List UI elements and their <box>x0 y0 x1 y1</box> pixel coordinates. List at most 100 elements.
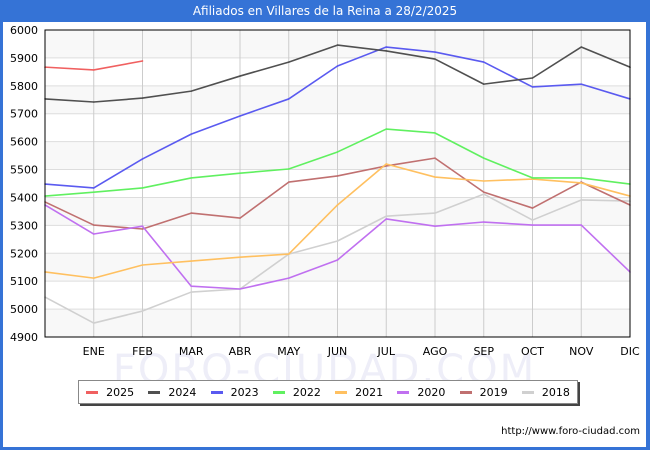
data-point-2022 <box>434 132 436 134</box>
data-point-2023 <box>580 83 583 85</box>
data-point-2018 <box>434 212 436 214</box>
y-tick-label: 5800 <box>10 80 38 93</box>
x-tick-label: NOV <box>569 345 594 358</box>
x-tick-label: JUL <box>377 345 396 358</box>
data-point-2023 <box>287 98 290 100</box>
data-point-2020 <box>531 224 534 226</box>
y-tick-label: 5500 <box>10 164 38 177</box>
y-tick-label: 5100 <box>10 275 38 288</box>
data-point-2021 <box>190 260 193 262</box>
data-point-2019 <box>531 207 534 209</box>
legend: 2025 2024 2023 2022 2021 2020 2019 2018 <box>78 380 578 404</box>
data-point-2024 <box>531 77 534 79</box>
legend-label: 2019 <box>479 385 508 399</box>
data-point-2024 <box>336 44 339 46</box>
chart-title: Afiliados en Villares de la Reina a 28/2… <box>0 0 650 22</box>
data-point-2024 <box>92 101 95 103</box>
data-point-2023 <box>531 86 534 88</box>
legend-swatch <box>521 390 534 394</box>
data-point-2024 <box>482 83 485 85</box>
legend-item-2019: 2019 <box>459 385 508 399</box>
data-point-2022 <box>190 177 193 179</box>
data-point-2020 <box>482 221 485 223</box>
x-tick-label: ABR <box>229 345 252 358</box>
data-point-2022 <box>92 191 95 193</box>
legend-item-2022: 2022 <box>272 385 321 399</box>
data-point-2024 <box>190 90 193 92</box>
data-point-2021 <box>434 176 436 178</box>
legend-label: 2023 <box>230 385 259 399</box>
data-point-2018 <box>190 291 193 293</box>
x-tick-label: SEP <box>473 345 494 358</box>
data-point-2023 <box>239 115 241 117</box>
y-tick-label: 5600 <box>10 136 38 149</box>
chart-canvas: FORO-CIUDAD.COM 4900 5000 5100 5200 5300 5400… <box>3 22 646 447</box>
y-tick-label: 5300 <box>10 219 38 232</box>
x-tick-label: JUN <box>327 345 348 358</box>
x-tick-label: DIC <box>620 345 640 358</box>
data-point-2020 <box>434 225 436 228</box>
data-point-2024 <box>239 75 241 77</box>
x-tick-label: FEB <box>132 345 153 358</box>
data-point-2021 <box>239 256 241 258</box>
data-point-2019 <box>141 228 144 230</box>
data-point-2020 <box>385 218 388 220</box>
data-point-2018 <box>580 199 583 201</box>
y-tick-label: 5700 <box>10 108 38 121</box>
legend-label: 2022 <box>292 385 321 399</box>
data-point-2022 <box>482 157 485 159</box>
legend-swatch <box>86 390 99 394</box>
data-point-2022 <box>239 172 241 174</box>
data-point-2021 <box>336 204 339 206</box>
legend-swatch <box>397 390 410 394</box>
data-point-2022 <box>287 168 290 170</box>
data-point-2020 <box>336 259 339 261</box>
data-point-2020 <box>239 288 241 290</box>
data-point-2019 <box>434 157 436 159</box>
data-point-2024 <box>434 58 436 60</box>
data-point-2019 <box>482 191 485 193</box>
data-point-2020 <box>190 285 193 288</box>
data-point-2018 <box>531 219 534 221</box>
data-point-2018 <box>141 310 144 312</box>
y-tick-label: 5900 <box>10 52 38 65</box>
legend-label: 2024 <box>168 385 197 399</box>
data-point-2023 <box>141 158 144 160</box>
data-point-2021 <box>141 264 144 266</box>
data-point-2021 <box>92 277 95 279</box>
data-point-2022 <box>531 177 534 179</box>
data-point-2024 <box>141 97 144 99</box>
data-point-2024 <box>580 46 583 48</box>
data-point-2019 <box>385 165 388 167</box>
source-link[interactable]: http://www.foro-ciudad.com <box>501 426 640 437</box>
x-tick-label: ENE <box>83 345 105 358</box>
data-point-2024 <box>385 50 388 52</box>
data-point-2023 <box>92 187 95 189</box>
data-point-2023 <box>336 65 339 67</box>
data-point-2021 <box>385 163 388 165</box>
legend-swatch <box>335 390 348 394</box>
data-point-2024 <box>287 61 290 63</box>
data-point-2018 <box>482 193 485 195</box>
legend-label: 2021 <box>355 385 384 399</box>
data-point-2025 <box>141 60 144 62</box>
x-tick-label: AGO <box>423 345 448 358</box>
data-point-2019 <box>190 212 193 214</box>
data-point-2019 <box>336 175 339 177</box>
y-tick-label: 4900 <box>10 331 38 344</box>
data-point-2020 <box>92 233 95 235</box>
data-point-2022 <box>385 128 388 130</box>
data-point-2025 <box>92 69 95 71</box>
data-point-2018 <box>336 240 339 242</box>
data-point-2023 <box>434 51 436 53</box>
data-point-2021 <box>482 180 485 182</box>
data-point-2020 <box>287 277 290 279</box>
y-tick-label: 5000 <box>10 303 38 316</box>
data-point-2023 <box>385 46 388 48</box>
legend-label: 2020 <box>417 385 446 399</box>
legend-swatch <box>148 390 161 394</box>
y-tick-label: 5200 <box>10 247 38 260</box>
x-tick-label: MAR <box>179 345 204 358</box>
legend-item-2024: 2024 <box>148 386 196 399</box>
legend-swatch <box>459 390 472 394</box>
